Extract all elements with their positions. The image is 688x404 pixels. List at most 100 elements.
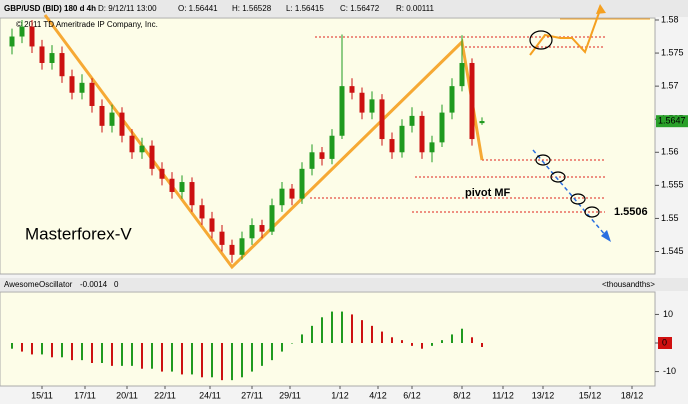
header-field: D: 9/12/11 13:00 — [98, 4, 157, 13]
candle-body — [389, 139, 395, 153]
candle-body — [269, 205, 275, 232]
candle-body — [19, 26, 25, 37]
oscillator-bar — [221, 343, 223, 381]
oscillator-bar — [91, 343, 93, 363]
oscillator-bar — [441, 340, 443, 343]
candle-body — [349, 86, 355, 93]
forecast-line — [529, 9, 601, 56]
candle-body — [429, 142, 435, 153]
candle-body — [149, 145, 155, 169]
candle-body — [119, 112, 125, 136]
circle-mark — [535, 154, 551, 166]
candle-body — [219, 231, 225, 245]
header-field: O: 1.56441 — [178, 4, 218, 13]
x-tick-label: 15/11 — [31, 390, 53, 400]
x-tick-label: 11/12 — [492, 390, 514, 400]
y-tick-label: 1.58 — [661, 14, 679, 24]
header-field: L: 1.56415 — [286, 4, 324, 13]
header-field: H: 1.56528 — [232, 4, 272, 13]
oscillator-bar — [421, 343, 423, 349]
oscillator-bar — [31, 343, 33, 355]
candle-body — [29, 26, 35, 47]
candle-body — [469, 62, 475, 140]
oscillator-bar — [101, 343, 103, 363]
oscillator-bar — [131, 343, 133, 366]
watermark: © 2011 TD Ameritrade IP Company, Inc. — [16, 20, 158, 29]
candle-body — [209, 218, 215, 232]
y-tick-label: 1.545 — [661, 246, 684, 256]
oscillator-bar — [321, 317, 323, 343]
last-price-box — [656, 115, 688, 128]
oscillator-bar — [261, 343, 263, 366]
oscillator-bar — [201, 343, 203, 378]
oscillator-bar — [271, 343, 273, 361]
candle-body — [359, 92, 365, 113]
candle-body — [329, 135, 335, 159]
oscillator-bar — [341, 311, 343, 343]
x-tick-label: 20/11 — [116, 390, 138, 400]
oscillator-bar — [241, 343, 243, 378]
oscillator-panel — [0, 291, 656, 387]
oscillator-bar — [51, 343, 53, 358]
x-tick-label: 8/12 — [453, 390, 471, 400]
candle-body — [139, 145, 145, 153]
oscillator-bar — [391, 337, 393, 343]
arrow-head — [596, 4, 606, 14]
x-tick-label: 22/11 — [154, 390, 176, 400]
candle-body — [279, 188, 285, 206]
candle-body — [129, 135, 135, 153]
oscillator-bar — [141, 343, 143, 369]
candle-body — [159, 168, 165, 179]
candle-body — [339, 86, 345, 136]
candle-body — [309, 152, 315, 169]
oscillator-bar — [301, 334, 303, 343]
oscillator-bar — [181, 343, 183, 375]
oscillator-bar — [311, 325, 313, 343]
candle-body — [9, 36, 15, 47]
oscillator-bar — [281, 343, 283, 352]
y-tick-label: 1.55 — [661, 213, 679, 223]
candle-body — [169, 178, 175, 192]
oscillator-bar — [371, 325, 373, 343]
x-tick-label: 1/12 — [331, 390, 349, 400]
oscillator-bar — [151, 343, 153, 369]
candle-body — [419, 115, 425, 153]
candle-body — [319, 152, 325, 159]
oscillator-bar — [251, 343, 253, 372]
oscillator-current-label: 0 — [662, 337, 667, 347]
y-tick-label: -10 — [663, 366, 676, 376]
oscillator-bar — [161, 343, 163, 372]
oscillator-bar — [381, 331, 383, 343]
candle-body — [449, 86, 455, 113]
candle-body — [189, 182, 195, 206]
candle-body — [69, 76, 75, 93]
candle-body — [239, 238, 245, 255]
candle-body — [89, 82, 95, 106]
circle-mark — [584, 206, 600, 218]
oscillator-value: -0.0014 — [80, 280, 108, 289]
x-tick-label: 29/11 — [279, 390, 301, 400]
annotation: 1.5506 — [614, 206, 648, 218]
y-tick-label: 1.56 — [661, 147, 679, 157]
candle-body — [179, 182, 185, 192]
forecast-arrow — [532, 149, 607, 237]
candle-body — [249, 225, 255, 239]
circle-mark — [570, 193, 586, 205]
analysis-drawings — [43, 4, 650, 270]
x-tick-label: 15/12 — [579, 390, 602, 400]
y-tick-label: 1.575 — [661, 47, 684, 57]
oscillator-name: AwesomeOscillator — [4, 280, 73, 289]
oscillator-bar — [231, 343, 233, 381]
oscillator-bar — [191, 343, 193, 375]
y-tick-label: 1.555 — [661, 180, 684, 190]
y-tick-label: 10 — [663, 309, 673, 319]
candle-body — [439, 112, 445, 143]
oscillator-bar — [211, 343, 213, 378]
x-tick-label: 17/11 — [74, 390, 96, 400]
candle-body — [399, 125, 405, 153]
oscillator-bar — [481, 343, 483, 347]
x-tick-label: 13/12 — [532, 390, 555, 400]
oscillator-bar — [171, 343, 173, 372]
oscillator-bar — [451, 334, 453, 343]
